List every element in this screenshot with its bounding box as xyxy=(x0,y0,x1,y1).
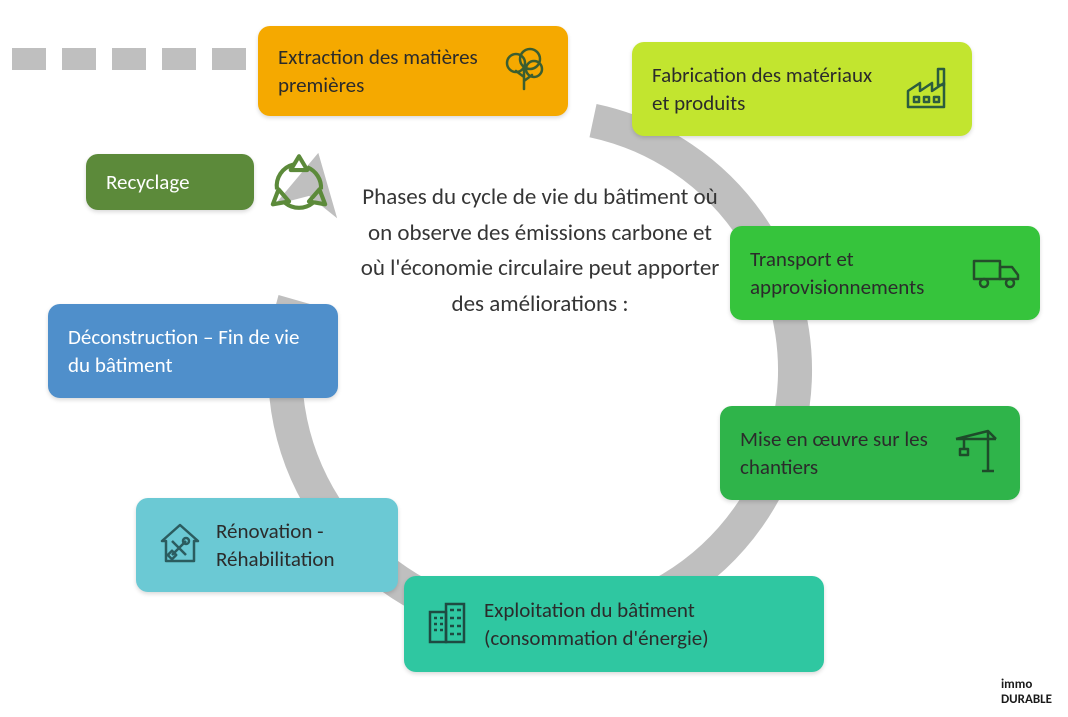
center-description: Phases du cycle de vie du bâtiment où on… xyxy=(360,180,720,323)
node-extraction: Extraction des matières premières xyxy=(258,26,568,116)
node-extraction-label: Extraction des matières premières xyxy=(278,43,488,100)
dash xyxy=(112,48,146,70)
attribution: immo DURABLE xyxy=(1001,678,1052,707)
node-exploitation: Exploitation du bâtiment (consommation d… xyxy=(404,576,824,672)
node-fabrication-label: Fabrication des matériaux et produits xyxy=(652,61,892,118)
tree-icon xyxy=(500,45,548,98)
crane-icon xyxy=(952,427,1000,480)
dash xyxy=(162,48,196,70)
dash xyxy=(212,48,246,70)
attribution-line2: DURABLE xyxy=(1001,693,1052,707)
recycle-icon xyxy=(266,148,332,219)
factory-icon xyxy=(904,63,952,116)
node-renovation-label: Rénovation - Réhabilitation xyxy=(216,517,378,574)
node-chantier-label: Mise en œuvre sur les chantiers xyxy=(740,425,940,482)
repair-icon xyxy=(156,519,204,572)
attribution-line1: immo xyxy=(1001,678,1052,692)
node-transport-label: Transport et approvisionnements xyxy=(750,245,960,302)
building-icon xyxy=(424,598,472,651)
node-renovation: Rénovation - Réhabilitation xyxy=(136,498,398,592)
node-deconstruction: Déconstruction – Fin de vie du bâtiment xyxy=(48,304,338,398)
offpage-dashes xyxy=(12,48,246,70)
node-recyclage: Recyclage xyxy=(86,154,254,210)
node-chantier: Mise en œuvre sur les chantiers xyxy=(720,406,1020,500)
dash xyxy=(12,48,46,70)
truck-icon xyxy=(972,247,1020,300)
node-fabrication: Fabrication des matériaux et produits xyxy=(632,42,972,136)
node-exploitation-label: Exploitation du bâtiment (consommation d… xyxy=(484,596,804,653)
node-recyclage-label: Recyclage xyxy=(106,168,190,196)
node-deconstruction-label: Déconstruction – Fin de vie du bâtiment xyxy=(68,323,318,380)
node-transport: Transport et approvisionnements xyxy=(730,226,1040,320)
dash xyxy=(62,48,96,70)
